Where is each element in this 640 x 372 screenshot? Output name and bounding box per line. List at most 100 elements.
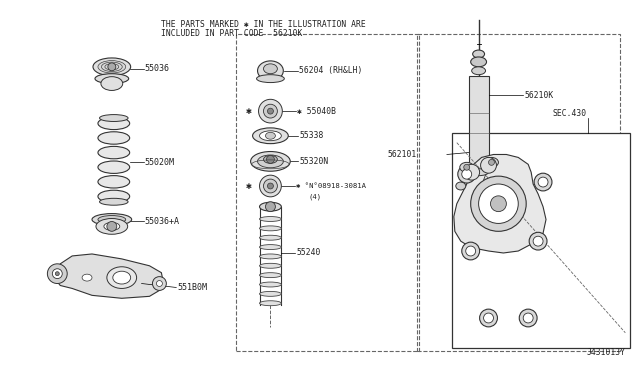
- Text: 55338: 55338: [299, 131, 324, 140]
- Circle shape: [264, 179, 277, 193]
- Ellipse shape: [260, 202, 282, 211]
- Circle shape: [470, 176, 526, 231]
- Ellipse shape: [98, 132, 130, 144]
- Circle shape: [55, 272, 60, 276]
- Circle shape: [268, 108, 273, 114]
- Ellipse shape: [98, 117, 130, 129]
- Text: 56210K: 56210K: [524, 91, 554, 100]
- Ellipse shape: [260, 217, 282, 221]
- Circle shape: [156, 280, 163, 286]
- Ellipse shape: [98, 61, 125, 73]
- Ellipse shape: [96, 218, 128, 234]
- Circle shape: [488, 160, 495, 165]
- Ellipse shape: [98, 161, 130, 173]
- Ellipse shape: [260, 301, 282, 306]
- Circle shape: [479, 184, 518, 224]
- Ellipse shape: [98, 146, 130, 159]
- Ellipse shape: [468, 169, 488, 176]
- Ellipse shape: [260, 263, 282, 268]
- Text: ✱ 55040B: ✱ 55040B: [297, 107, 336, 116]
- Ellipse shape: [484, 157, 499, 167]
- Circle shape: [268, 183, 273, 189]
- Circle shape: [107, 221, 116, 231]
- Circle shape: [484, 313, 493, 323]
- Ellipse shape: [107, 267, 136, 288]
- Circle shape: [266, 202, 275, 212]
- Circle shape: [529, 232, 547, 250]
- Polygon shape: [454, 154, 546, 253]
- Circle shape: [479, 309, 497, 327]
- Ellipse shape: [472, 67, 486, 75]
- Circle shape: [264, 104, 277, 118]
- Ellipse shape: [98, 215, 125, 224]
- Circle shape: [524, 313, 533, 323]
- Ellipse shape: [260, 245, 282, 250]
- Ellipse shape: [257, 75, 284, 83]
- Ellipse shape: [266, 132, 275, 139]
- Text: 55036+A: 55036+A: [145, 217, 180, 226]
- Text: ✱: ✱: [246, 181, 252, 191]
- Ellipse shape: [260, 131, 282, 141]
- Ellipse shape: [113, 271, 131, 284]
- Text: 55036: 55036: [145, 64, 170, 73]
- Text: ✱ °N°08918-3081A: ✱ °N°08918-3081A: [296, 183, 366, 189]
- Text: (4): (4): [308, 193, 321, 200]
- Text: THE PARTS MARKED ✱ IN THE ILLUSTRATION ARE: THE PARTS MARKED ✱ IN THE ILLUSTRATION A…: [161, 19, 366, 29]
- Ellipse shape: [253, 128, 288, 144]
- Ellipse shape: [104, 222, 120, 230]
- Ellipse shape: [100, 115, 128, 122]
- Bar: [468, 76, 488, 172]
- Polygon shape: [52, 254, 163, 298]
- Text: J431013Y: J431013Y: [586, 349, 625, 357]
- Bar: [417, 34, 620, 352]
- Ellipse shape: [264, 155, 277, 163]
- Ellipse shape: [260, 273, 282, 278]
- Ellipse shape: [260, 235, 282, 240]
- Ellipse shape: [82, 274, 92, 281]
- Circle shape: [533, 236, 543, 246]
- Ellipse shape: [100, 198, 128, 205]
- Ellipse shape: [473, 50, 484, 58]
- Ellipse shape: [456, 182, 466, 190]
- Ellipse shape: [105, 64, 119, 70]
- Ellipse shape: [264, 64, 277, 74]
- Bar: [236, 34, 419, 352]
- Circle shape: [464, 164, 479, 180]
- Ellipse shape: [260, 254, 282, 259]
- Circle shape: [152, 277, 166, 291]
- Circle shape: [466, 246, 476, 256]
- Ellipse shape: [260, 226, 282, 231]
- Text: INCLUDED IN PART CODE  56210K: INCLUDED IN PART CODE 56210K: [161, 29, 303, 38]
- Ellipse shape: [92, 214, 132, 225]
- Ellipse shape: [260, 291, 282, 296]
- Ellipse shape: [101, 77, 123, 90]
- Ellipse shape: [492, 182, 501, 190]
- Circle shape: [519, 309, 537, 327]
- Ellipse shape: [95, 74, 129, 84]
- Circle shape: [108, 63, 116, 71]
- Ellipse shape: [257, 155, 284, 168]
- Bar: [452, 133, 630, 347]
- Ellipse shape: [257, 61, 284, 81]
- Circle shape: [266, 155, 275, 163]
- Text: SEC.430: SEC.430: [553, 109, 587, 118]
- Text: 551B0M: 551B0M: [177, 283, 207, 292]
- Circle shape: [461, 242, 479, 260]
- Circle shape: [259, 99, 282, 123]
- Text: 562101: 562101: [387, 150, 417, 159]
- Ellipse shape: [251, 151, 291, 171]
- Circle shape: [461, 169, 472, 179]
- Ellipse shape: [260, 282, 282, 287]
- Text: 56204 (RH&LH): 56204 (RH&LH): [299, 66, 362, 75]
- Circle shape: [538, 177, 548, 187]
- Circle shape: [47, 264, 67, 283]
- Text: 55240: 55240: [296, 248, 321, 257]
- Ellipse shape: [460, 162, 474, 172]
- Text: 55320N: 55320N: [299, 157, 328, 166]
- Circle shape: [464, 164, 470, 170]
- Circle shape: [534, 173, 552, 191]
- Circle shape: [260, 175, 282, 197]
- Ellipse shape: [470, 57, 486, 67]
- Ellipse shape: [101, 62, 122, 71]
- Ellipse shape: [93, 58, 131, 76]
